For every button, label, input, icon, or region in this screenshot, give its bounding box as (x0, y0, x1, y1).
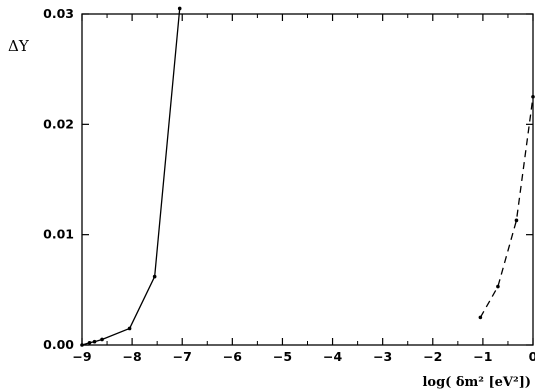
data-point (177, 6, 182, 11)
x-tick-label: −1 (473, 349, 492, 364)
series-line-1 (81, 8, 181, 346)
x-tick-label: −3 (373, 349, 392, 364)
y-tick-label: 0.01 (43, 227, 74, 242)
data-series (80, 6, 535, 347)
data-point (514, 218, 519, 223)
y-axis-ticks: 0.00 0.01 0.02 0.03 (43, 6, 533, 352)
data-point (80, 343, 84, 347)
x-tick-label: −4 (323, 349, 342, 364)
x-tick-label: 0 (529, 349, 535, 364)
data-point (531, 94, 535, 99)
series-line-2 (479, 96, 534, 318)
data-point (152, 274, 157, 279)
data-point (496, 284, 500, 289)
x-tick-label: −9 (72, 349, 91, 364)
x-tick-label: −5 (273, 349, 292, 364)
x-tick-label: −7 (173, 349, 192, 364)
y-tick-label: 0.02 (43, 116, 74, 131)
x-tick-label: −2 (423, 349, 442, 364)
y-tick-label: 0.03 (43, 6, 74, 21)
x-axis-label: log( δm² [eV²]) (422, 375, 531, 390)
plot-frame (81, 13, 534, 346)
data-point (100, 337, 104, 342)
data-point (92, 339, 97, 344)
data-point (478, 315, 483, 320)
y-axis-label: ΔY (8, 37, 30, 55)
y-tick-label: 0.00 (43, 337, 74, 352)
data-point (127, 326, 132, 331)
x-tick-label: −6 (223, 349, 242, 364)
x-axis-ticks: −9 −8 −7 −6 −5 −4 −3 −2 −1 0 (72, 14, 535, 364)
x-tick-label: −8 (123, 349, 142, 364)
data-point (87, 340, 92, 345)
